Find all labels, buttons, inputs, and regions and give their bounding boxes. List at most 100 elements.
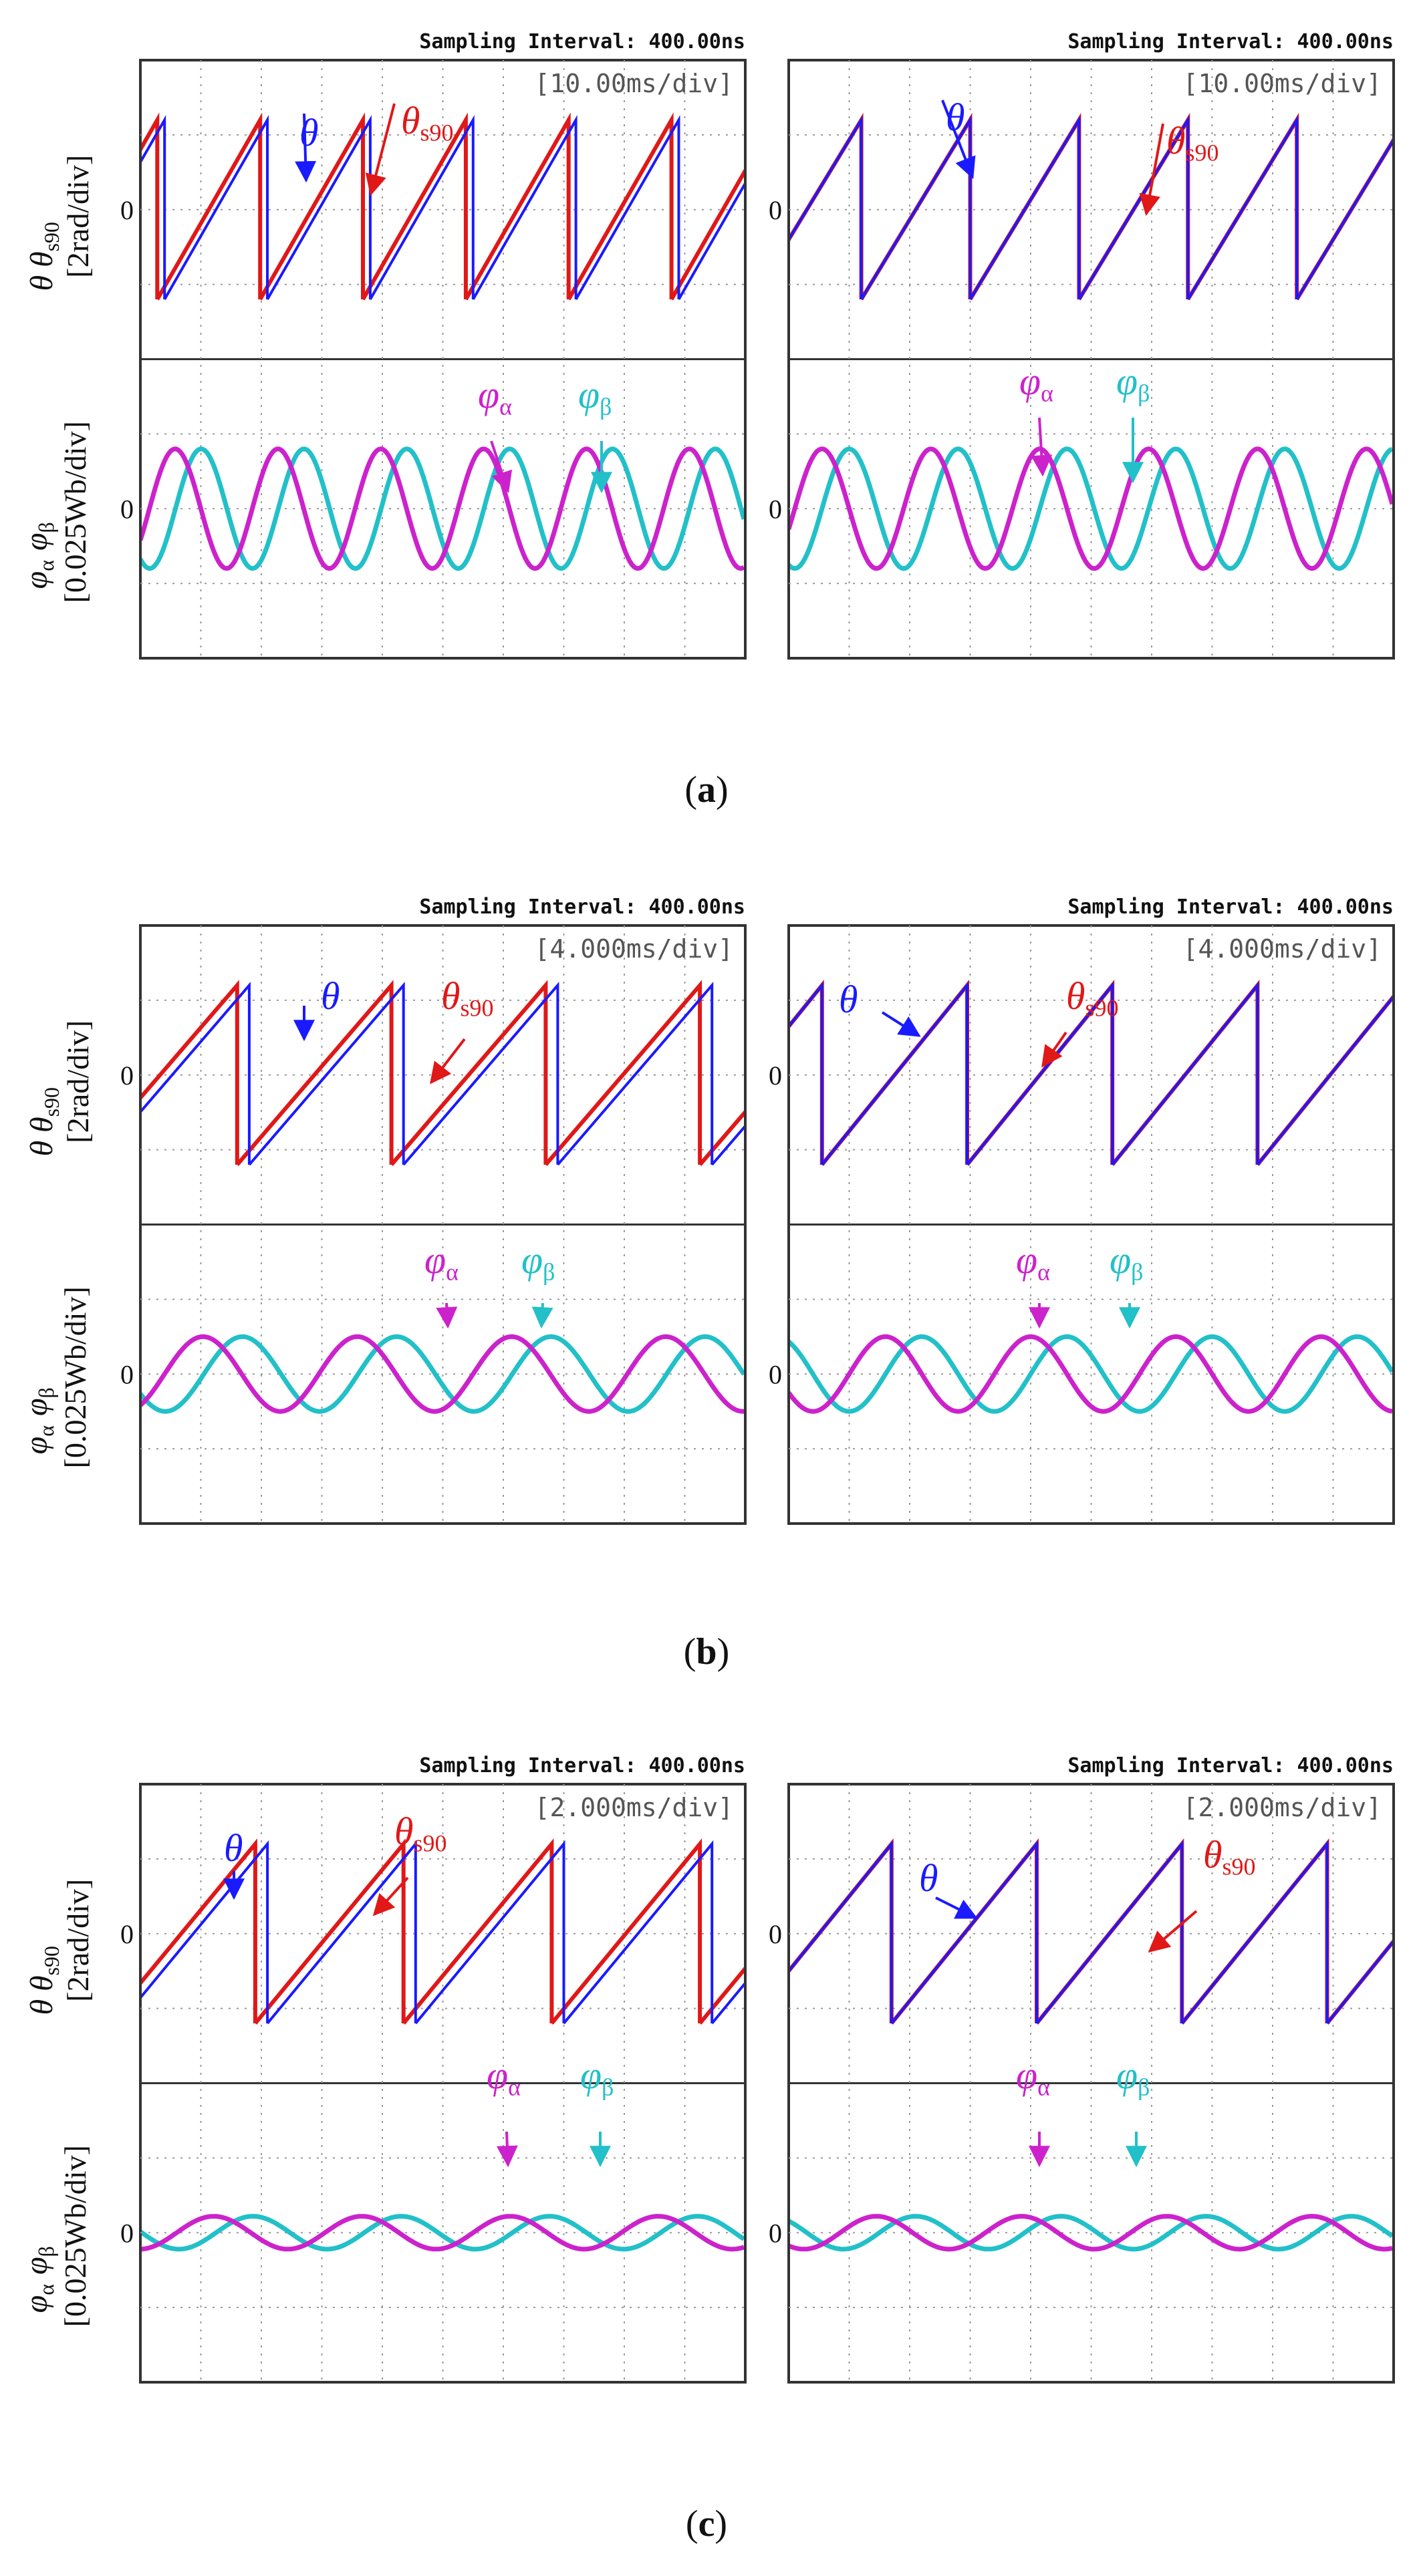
theta-arrow xyxy=(941,100,976,179)
waveforms xyxy=(790,1838,1392,2252)
y-label-bottom-sub-alpha: α xyxy=(34,2284,58,2295)
phi-alpha-trace xyxy=(790,1334,1392,1414)
theta-s90-arrow xyxy=(1139,123,1164,217)
theta-trace xyxy=(142,114,744,300)
sampling-interval-label: Sampling Interval: 400.00ns xyxy=(419,895,745,919)
phi-alpha-arrow xyxy=(490,440,513,494)
theta-annotation: θ xyxy=(321,974,340,1018)
theta-s90-annotation-symbol: θ xyxy=(441,974,461,1018)
y-label-top-theta: θ θ xyxy=(24,1117,59,1156)
figure-caption-b: (b) xyxy=(684,1631,729,1673)
y-label-top-unit: [2rad/div] xyxy=(61,155,95,278)
theta-annotation: θ xyxy=(224,1826,243,1870)
time-div-label: [4.000ms/div] xyxy=(1183,934,1382,964)
phi-alpha-arrow xyxy=(496,2131,518,2168)
theta-s90-annotation: θs90 xyxy=(401,99,453,146)
phi-alpha-annotation-symbol: φ xyxy=(478,373,499,416)
time-div-label: [2.000ms/div] xyxy=(535,1793,733,1822)
theta-s90-trace xyxy=(142,1838,744,2025)
theta-s90-annotation-subscript: s90 xyxy=(414,1830,447,1856)
theta-arrow xyxy=(295,113,317,183)
theta-s90-arrow xyxy=(372,1876,409,1916)
theta-annotation: θ xyxy=(299,111,319,154)
theta-s90-annotation-subscript: s90 xyxy=(1085,994,1119,1021)
zero-label-top: 0 xyxy=(769,1060,782,1091)
y-label-bottom-sub-beta: β xyxy=(34,2246,58,2257)
time-div-label: [10.00ms/div] xyxy=(535,69,733,98)
zero-label-bottom: 0 xyxy=(769,1359,782,1389)
theta-s90-trace xyxy=(142,980,744,1166)
zero-label-bottom: 0 xyxy=(120,1359,134,1389)
zero-label-top: 0 xyxy=(120,1060,134,1091)
phi-beta-annotation-symbol: φ xyxy=(1116,360,1138,403)
phi-alpha-annotation-symbol: φ xyxy=(487,2053,508,2097)
y-label-bottom-phi1: φ xyxy=(19,571,54,589)
theta-s90-arrow xyxy=(430,1038,466,1085)
zero-label-bottom: 0 xyxy=(120,2218,134,2248)
theta-trace xyxy=(142,982,744,1166)
phi-alpha-annotation-symbol: φ xyxy=(1019,360,1041,403)
phi-beta-annotation-symbol: φ xyxy=(521,1238,543,1282)
theta-s90-annotation-subscript: s90 xyxy=(461,994,494,1021)
time-div-label: [2.000ms/div] xyxy=(1183,1793,1382,1822)
phi-alpha-trace xyxy=(142,1334,744,1414)
y-label-bottom-unit: [0.025Wb/div] xyxy=(58,421,92,603)
y-label-bottom-symbols: φαφβ xyxy=(19,522,58,589)
phi-alpha-arrow xyxy=(1031,417,1053,477)
phi-alpha-annotation: φα xyxy=(478,373,512,420)
y-label-bottom-phi2: φ xyxy=(19,533,54,551)
y-label-top-symbols: θ θs90 xyxy=(24,222,63,291)
y-label-bottom-phi1: φ xyxy=(19,2295,54,2313)
phi-alpha-annotation: φα xyxy=(1016,2053,1050,2100)
y-axis-labels: θ θs90[2rad/div]φαφβ [0.025Wb/div] xyxy=(19,1020,95,1469)
sampling-interval-label: Sampling Interval: 400.00ns xyxy=(1067,30,1394,53)
theta-annotation: θ xyxy=(919,1856,938,1900)
y-label-top-symbols: θ θs90 xyxy=(24,1946,63,2015)
zero-label-top: 0 xyxy=(769,1919,782,1949)
phi-beta-annotation-subscript: β xyxy=(1138,380,1150,406)
figure-caption-a: (a) xyxy=(684,769,728,811)
sampling-interval-label: Sampling Interval: 400.00ns xyxy=(419,1754,745,1777)
zero-label-top: 0 xyxy=(120,195,134,225)
phi-alpha-annotation-subscript: α xyxy=(446,1258,459,1285)
phi-alpha-arrow xyxy=(436,1302,458,1329)
phi-beta-trace xyxy=(142,446,744,571)
theta-arrow xyxy=(881,1011,921,1037)
theta-s90-annotation: θs90 xyxy=(441,974,493,1021)
zero-label-bottom: 0 xyxy=(769,2218,782,2248)
y-label-bottom-symbols: φαφβ xyxy=(19,1387,58,1454)
time-div-label: [4.000ms/div] xyxy=(535,934,733,964)
theta-s90-arrow xyxy=(365,103,396,196)
theta-s90-annotation: θs90 xyxy=(394,1810,446,1856)
theta-s90-annotation-symbol: θ xyxy=(401,99,420,142)
waveforms xyxy=(790,980,1392,1414)
phi-beta-trace xyxy=(790,1334,1392,1414)
phi-alpha-trace xyxy=(142,446,744,571)
zero-label-bottom: 0 xyxy=(120,494,134,524)
y-axis-labels: θ θs90[2rad/div] φαφβ [0.025Wb/div] xyxy=(19,155,95,603)
phi-beta-annotation-symbol: φ xyxy=(580,2053,602,2097)
y-label-top-sub: s90 xyxy=(39,1946,63,1975)
phi-beta-annotation: φβ xyxy=(521,1238,555,1285)
theta-s90-annotation-symbol: θ xyxy=(1203,1833,1223,1876)
phi-alpha-annotation-subscript: α xyxy=(1037,2073,1050,2100)
phi-beta-annotation-subscript: β xyxy=(1131,1258,1143,1285)
sampling-interval-label: Sampling Interval: 400.00ns xyxy=(1067,1754,1394,1777)
theta-s90-annotation: θs90 xyxy=(1066,974,1118,1021)
phi-beta-annotation-symbol: φ xyxy=(578,373,600,416)
theta-annotation: θ xyxy=(839,978,858,1021)
panel-a-right: Sampling Interval: 400.00ns [10.00ms/div]… xyxy=(769,30,1395,660)
phi-beta-annotation-subscript: β xyxy=(543,1258,555,1285)
sampling-interval-label: Sampling Interval: 400.00ns xyxy=(1067,895,1394,919)
zero-label-top: 0 xyxy=(120,1919,134,1949)
theta-s90-trace xyxy=(142,112,744,301)
phi-beta-annotation: φβ xyxy=(1116,360,1150,406)
y-label-bottom-phi2: φ xyxy=(19,2257,54,2275)
waveforms xyxy=(142,112,744,571)
y-label-bottom-phi1: φ xyxy=(19,1437,54,1455)
phi-beta-annotation-subscript: β xyxy=(1138,2073,1150,2100)
y-label-top-sub: s90 xyxy=(39,222,63,251)
y-label-bottom-sub-beta: β xyxy=(34,1387,58,1398)
time-div-label: [10.00ms/div] xyxy=(1183,69,1382,98)
